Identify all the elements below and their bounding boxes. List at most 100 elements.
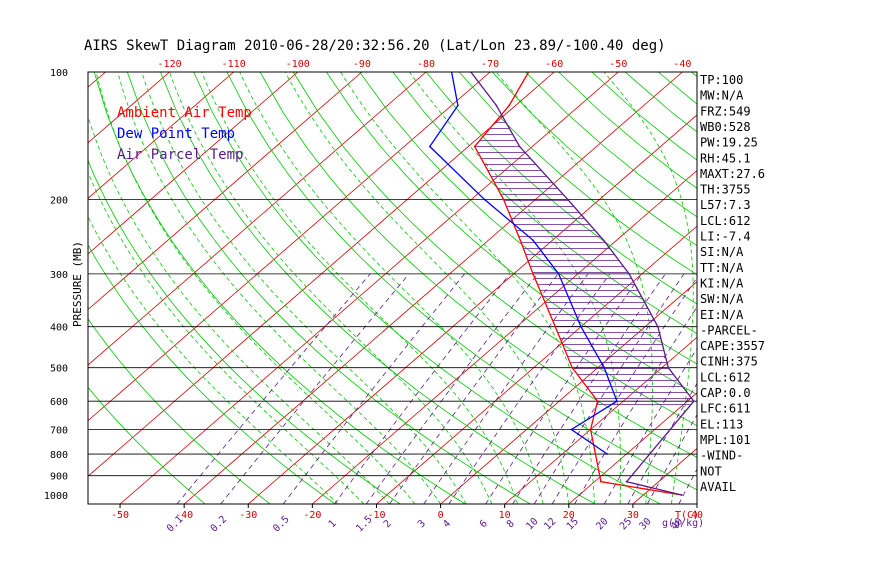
- temp-tick-label-bottom: -10: [367, 510, 385, 521]
- dry-adiabat: [758, 72, 870, 504]
- temp-tick-label-bottom: -50: [111, 510, 129, 521]
- index-item: WB0:528: [700, 120, 751, 134]
- pressure-tick-label: 1000: [44, 491, 68, 502]
- series-point: [667, 367, 669, 369]
- temp-tick-label-top: -110: [222, 59, 246, 70]
- index-item: EL:113: [700, 417, 743, 431]
- mixing-ratio-label: 0.2: [209, 514, 230, 535]
- index-item: TT:N/A: [700, 261, 744, 275]
- series-point: [628, 273, 630, 275]
- index-item: SW:N/A: [700, 292, 744, 306]
- index-item: CAPE:3557: [700, 339, 765, 353]
- series-point: [681, 494, 683, 496]
- series-point: [519, 239, 521, 241]
- pressure-tick-label: 100: [50, 68, 68, 79]
- temp-tick-label-bottom: 10: [499, 510, 511, 521]
- series-point: [483, 198, 485, 200]
- pressure-tick-label: 300: [50, 270, 68, 281]
- index-item: EI:N/A: [700, 308, 744, 322]
- series-point: [616, 400, 618, 402]
- legend-item: Ambient Air Temp: [117, 105, 252, 121]
- series-point: [600, 481, 602, 483]
- pressure-tick-label: 600: [50, 397, 68, 408]
- series-point: [590, 429, 592, 431]
- index-item: RH:45.1: [700, 151, 751, 165]
- temp-tick-label-top: -120: [158, 59, 182, 70]
- series-point: [580, 326, 582, 328]
- temp-tick-label-top: -50: [609, 59, 627, 70]
- index-item: LCL:612: [700, 214, 751, 228]
- isotherm-line: [184, 72, 682, 504]
- index-item: CAP:0.0: [700, 386, 751, 400]
- index-item: KI:N/A: [700, 276, 744, 290]
- pressure-tick-label: 900: [50, 472, 68, 483]
- legend-item: Air Parcel Temp: [117, 147, 243, 163]
- series-point: [657, 326, 659, 328]
- index-item: AVAIL: [700, 480, 736, 494]
- isotherm-line: [376, 72, 870, 504]
- temp-tick-label-top: -60: [545, 59, 563, 70]
- moist-adiabat: [604, 72, 693, 504]
- mixing-ratio-unit: g(g/kg): [662, 518, 704, 529]
- pressure-tick-label: 800: [50, 450, 68, 461]
- isotherm-line: [0, 72, 105, 504]
- dry-adiabat: [326, 72, 870, 504]
- pressure-tick-label: 400: [50, 323, 68, 334]
- index-item: MAXT:27.6: [700, 167, 765, 181]
- series-point: [693, 400, 695, 402]
- mixing-ratio-label: 6: [478, 518, 490, 530]
- temp-tick-label-top: -80: [417, 59, 435, 70]
- mixing-ratio-line: [177, 274, 370, 504]
- series-point: [567, 198, 569, 200]
- series-point: [626, 481, 628, 483]
- index-item: -WIND-: [700, 449, 743, 463]
- dry-adiabat: [393, 72, 870, 504]
- mixing-ratio-line: [283, 274, 464, 504]
- y-axis-label: PRESSURE (MB): [71, 241, 84, 327]
- index-item: -PARCEL-: [700, 323, 758, 337]
- index-item: MPL:101: [700, 433, 751, 447]
- index-item: CINH:375: [700, 355, 758, 369]
- index-item: LI:-7.4: [700, 230, 751, 244]
- mixing-ratio-label: 10: [524, 516, 540, 532]
- index-item: TP:100: [700, 73, 743, 87]
- temp-tick-label-top: -100: [286, 59, 310, 70]
- mixing-ratio-label: 30: [637, 516, 653, 532]
- series-line: [430, 72, 617, 454]
- series-point: [457, 105, 459, 107]
- temp-tick-label-bottom: -30: [239, 510, 257, 521]
- cape-hatching: [475, 117, 692, 405]
- series-point: [503, 198, 505, 200]
- dry-adiabat: [194, 72, 661, 504]
- series-line: [471, 72, 694, 495]
- series-point: [570, 429, 572, 431]
- index-item: FRZ:549: [700, 104, 751, 118]
- temp-tick-label-bottom: 30: [627, 510, 639, 521]
- temp-tick-label-bottom: -40: [175, 510, 193, 521]
- chart-title: AIRS SkewT Diagram 2010-06-28/20:32:56.2…: [84, 38, 666, 54]
- series-point: [429, 146, 431, 148]
- legend-item: Dew Point Temp: [117, 126, 235, 142]
- isotherm-line: [505, 72, 870, 504]
- series-point: [532, 273, 534, 275]
- series-line: [475, 72, 682, 495]
- moist-adiabat: [285, 72, 569, 504]
- index-item: TH:3755: [700, 183, 751, 197]
- temp-tick-label-top: -40: [673, 59, 691, 70]
- temp-tick-label-bottom: 20: [563, 510, 575, 521]
- series-point: [495, 105, 497, 107]
- temp-tick-label-top: -70: [481, 59, 499, 70]
- series-point: [532, 239, 534, 241]
- moist-adiabat: [202, 72, 518, 504]
- legend: Ambient Air Temp Dew Point Temp Air Parcel…: [117, 105, 252, 163]
- mixing-ratio-label: 0.5: [271, 514, 292, 535]
- index-item: MW:N/A: [700, 89, 744, 103]
- series-point: [571, 367, 573, 369]
- series-point: [474, 146, 476, 148]
- series-point: [603, 367, 605, 369]
- index-item: PW:19.25: [700, 136, 758, 150]
- series-point: [597, 400, 599, 402]
- mixing-ratio-label: 3: [416, 518, 428, 530]
